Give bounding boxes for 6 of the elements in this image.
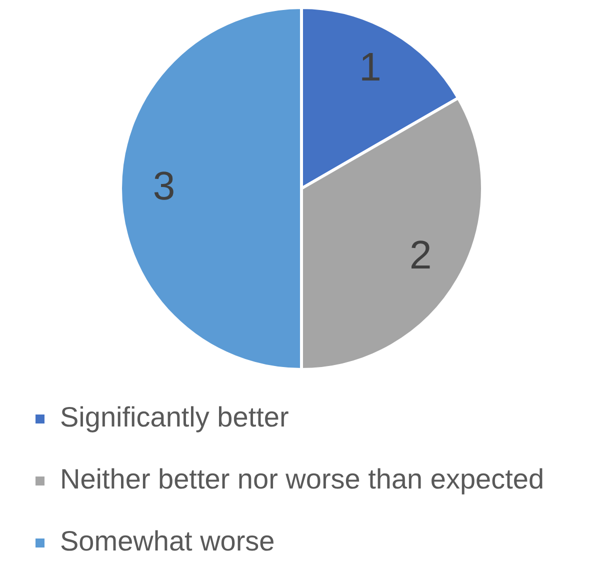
data-label: 3 [152, 164, 176, 209]
legend-label: Somewhat worse [60, 526, 275, 557]
legend-label: Significantly better [60, 402, 289, 433]
legend-label: Neither better nor worse than expected [60, 464, 544, 495]
data-label: 1 [359, 45, 382, 90]
data-label: 2 [410, 233, 432, 278]
